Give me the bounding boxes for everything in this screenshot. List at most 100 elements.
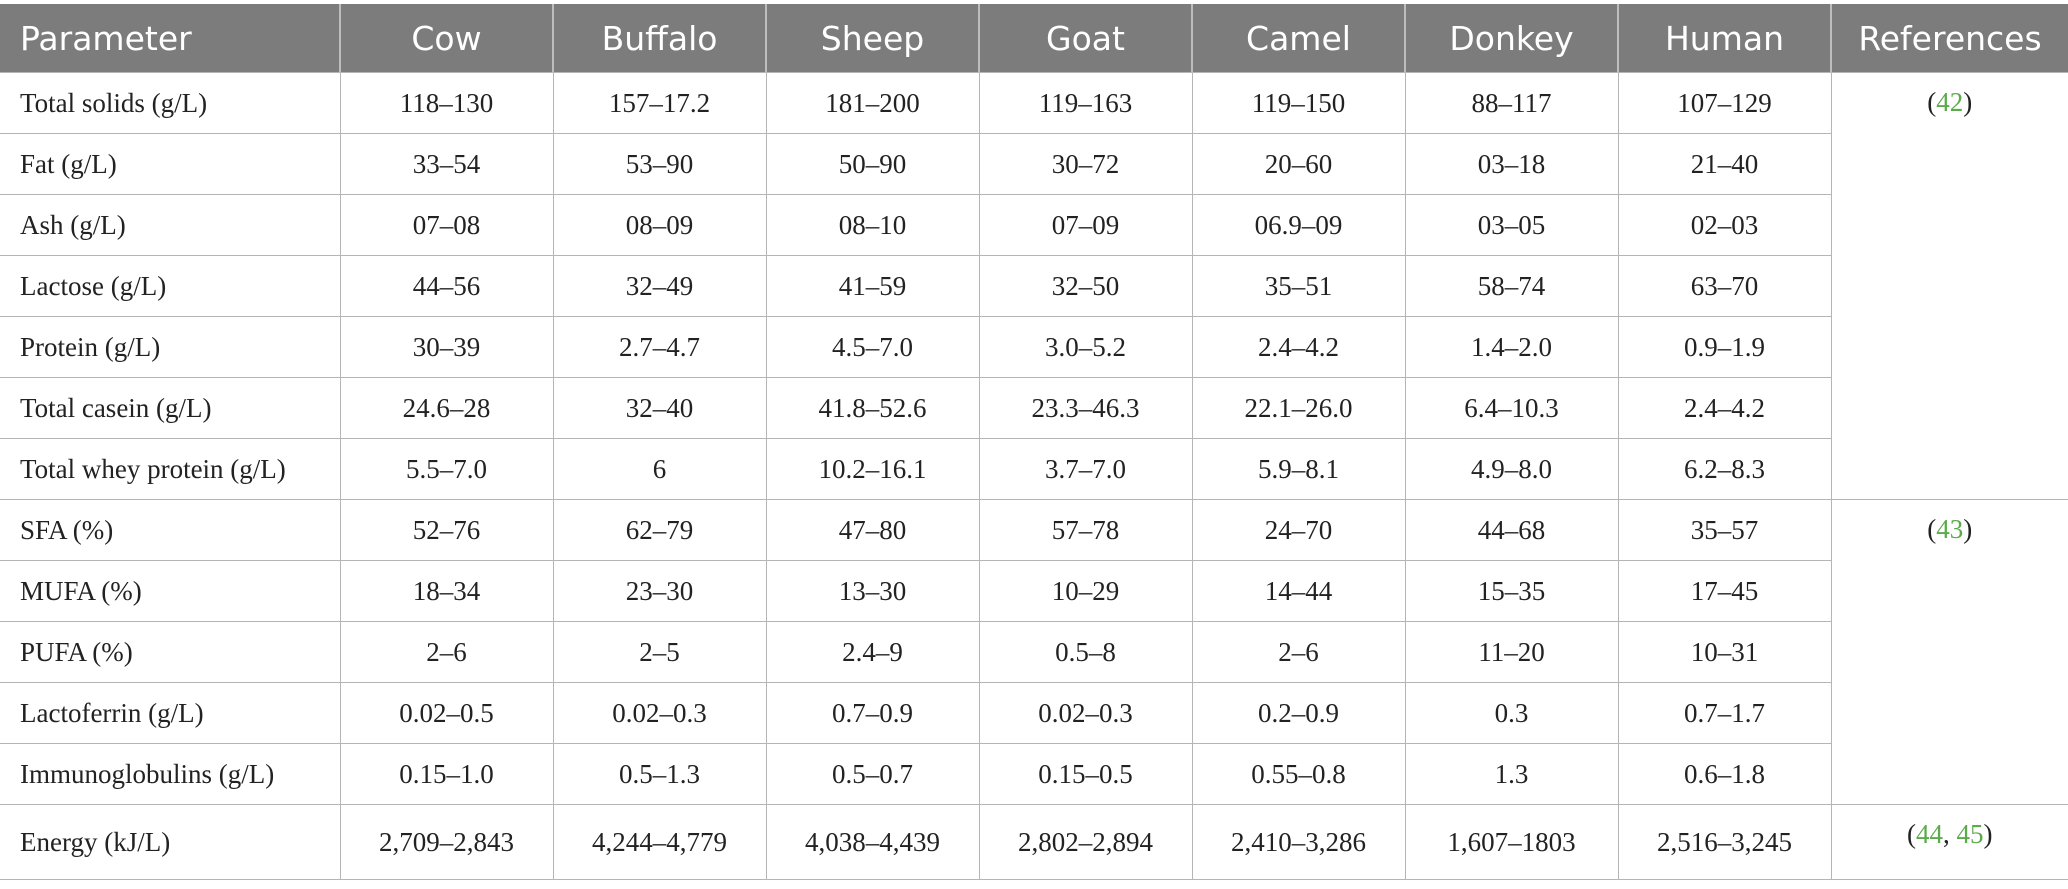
parameter-cell: Lactose (g/L) [0, 255, 341, 317]
column-header-cow: Cow [340, 4, 554, 73]
references-cell: (44, 45) [1830, 804, 2068, 880]
value-cell: 2,802–2,894 [978, 804, 1193, 880]
value-cell: 181–200 [765, 72, 980, 134]
value-cell: 4.9–8.0 [1404, 438, 1619, 500]
value-cell: 10–31 [1617, 621, 1831, 683]
table-row: Fat (g/L) 33–54 53–90 50–90 30–72 20–60 03–18 2… [0, 133, 2068, 195]
value-cell: 6.4–10.3 [1404, 377, 1619, 439]
value-cell: 2.7–4.7 [552, 316, 767, 378]
value-cell: 35–57 [1617, 499, 1832, 561]
value-cell: 0.9–1.9 [1617, 316, 1831, 378]
value-cell: 0.3 [1404, 682, 1619, 744]
table-row: SFA (%) 52–76 62–79 47–80 57–78 24–70 44–68 35–… [0, 499, 2068, 805]
parameter-cell: Fat (g/L) [0, 133, 341, 195]
value-cell: 2.4–4.2 [1617, 377, 1831, 439]
value-cell: 0.02–0.3 [552, 682, 767, 744]
value-cell: 6.2–8.3 [1617, 438, 1831, 500]
value-cell: 10.2–16.1 [765, 438, 980, 500]
value-cell: 0.02–0.5 [339, 682, 554, 744]
table-row: Lactoferrin (g/L) 0.02–0.5 0.02–0.3 0.7–0.9… [0, 682, 2068, 744]
value-cell: 107–129 [1617, 72, 1832, 134]
parameter-cell: SFA (%) [0, 499, 341, 561]
value-cell: 2,709–2,843 [339, 804, 554, 880]
column-header-references: References [1831, 4, 2068, 73]
column-header-goat: Goat [979, 4, 1193, 73]
value-cell: 0.02–0.3 [978, 682, 1193, 744]
value-cell: 53–90 [552, 133, 767, 195]
table-row: Lactose (g/L) 44–56 32–49 41–59 32–50 35–51 58… [0, 255, 2068, 317]
value-cell: 13–30 [765, 560, 980, 622]
value-cell: 11–20 [1404, 621, 1619, 683]
parameter-cell: Total whey protein (g/L) [0, 438, 341, 500]
citation-link[interactable]: 45 [1956, 819, 1984, 849]
value-cell: 0.7–1.7 [1617, 682, 1831, 744]
value-cell: 21–40 [1617, 133, 1831, 195]
column-header-camel: Camel [1192, 4, 1406, 73]
value-cell: 0.2–0.9 [1191, 682, 1406, 744]
table-row: Protein (g/L) 30–39 2.7–4.7 4.5–7.0 3.0–5.2 2… [0, 316, 2068, 378]
value-cell: 23.3–46.3 [978, 377, 1193, 439]
value-cell: 24.6–28 [339, 377, 554, 439]
value-cell: 2.4–9 [765, 621, 980, 683]
value-cell: 32–49 [552, 255, 767, 317]
value-cell: 03–18 [1404, 133, 1619, 195]
column-header-donkey: Donkey [1405, 4, 1619, 73]
value-cell: 1,607–1803 [1404, 804, 1619, 880]
value-cell: 24–70 [1191, 499, 1406, 561]
value-cell: 35–51 [1191, 255, 1406, 317]
table-row: Immunoglobulins (g/L) 0.15–1.0 0.5–1.3 0.5–… [0, 743, 2068, 805]
table-row: Energy (kJ/L) 2,709–2,843 4,244–4,779 4,038… [0, 804, 2068, 880]
table-body: Total solids (g/L) 118–130 157–17.2 181–200… [0, 72, 2068, 880]
value-cell: 03–05 [1404, 194, 1619, 256]
table-row: Total solids (g/L) 118–130 157–17.2 181–200… [0, 72, 2068, 500]
value-cell: 32–50 [978, 255, 1193, 317]
value-cell: 3.0–5.2 [978, 316, 1193, 378]
value-cell: 44–68 [1404, 499, 1619, 561]
value-cell: 07–09 [978, 194, 1193, 256]
value-cell: 4.5–7.0 [765, 316, 980, 378]
parameter-cell: Ash (g/L) [0, 194, 341, 256]
table-row: Total whey protein (g/L) 5.5–7.0 6 10.2–16.… [0, 438, 2068, 500]
value-cell: 157–17.2 [552, 72, 767, 134]
citation-link[interactable]: 42 [1936, 87, 1964, 117]
value-cell: 2–6 [1191, 621, 1406, 683]
value-cell: 41–59 [765, 255, 980, 317]
milk-composition-table: Parameter Cow Buffalo Sheep Goat Camel Donkey H… [0, 4, 2068, 880]
value-cell: 07–08 [339, 194, 554, 256]
value-cell: 0.55–0.8 [1191, 743, 1406, 805]
value-cell: 57–78 [978, 499, 1193, 561]
value-cell: 118–130 [339, 72, 554, 134]
value-cell: 20–60 [1191, 133, 1406, 195]
references-cell: (43) [1830, 499, 2068, 805]
value-cell: 33–54 [339, 133, 554, 195]
table-row: PUFA (%) 2–6 2–5 2.4–9 0.5–8 2–6 11–20 10–31 [0, 621, 2068, 683]
column-header-human: Human [1618, 4, 1832, 73]
value-cell: 10–29 [978, 560, 1193, 622]
value-cell: 17–45 [1617, 560, 1831, 622]
value-cell: 0.15–1.0 [339, 743, 554, 805]
value-cell: 0.15–0.5 [978, 743, 1193, 805]
value-cell: 0.6–1.8 [1617, 743, 1831, 805]
parameter-cell: PUFA (%) [0, 621, 341, 683]
value-cell: 63–70 [1617, 255, 1831, 317]
parameter-cell: MUFA (%) [0, 560, 341, 622]
milk-composition-table-container: Parameter Cow Buffalo Sheep Goat Camel Donkey H… [0, 4, 2068, 880]
column-header-sheep: Sheep [766, 4, 980, 73]
table-header: Parameter Cow Buffalo Sheep Goat Camel Donkey H… [0, 4, 2068, 73]
value-cell: 14–44 [1191, 560, 1406, 622]
value-cell: 2,516–3,245 [1617, 804, 1832, 880]
value-cell: 3.7–7.0 [978, 438, 1193, 500]
value-cell: 30–39 [339, 316, 554, 378]
value-cell: 4,038–4,439 [765, 804, 980, 880]
value-cell: 08–10 [765, 194, 980, 256]
table-row: Ash (g/L) 07–08 08–09 08–10 07–09 06.9–09 03–0… [0, 194, 2068, 256]
value-cell: 119–163 [978, 72, 1193, 134]
parameter-cell: Energy (kJ/L) [0, 804, 341, 880]
references-cell: (42) [1830, 72, 2068, 500]
citation-link[interactable]: 43 [1936, 514, 1964, 544]
value-cell: 23–30 [552, 560, 767, 622]
value-cell: 88–117 [1404, 72, 1619, 134]
value-cell: 47–80 [765, 499, 980, 561]
value-cell: 44–56 [339, 255, 554, 317]
citation-link[interactable]: 44 [1916, 819, 1943, 849]
